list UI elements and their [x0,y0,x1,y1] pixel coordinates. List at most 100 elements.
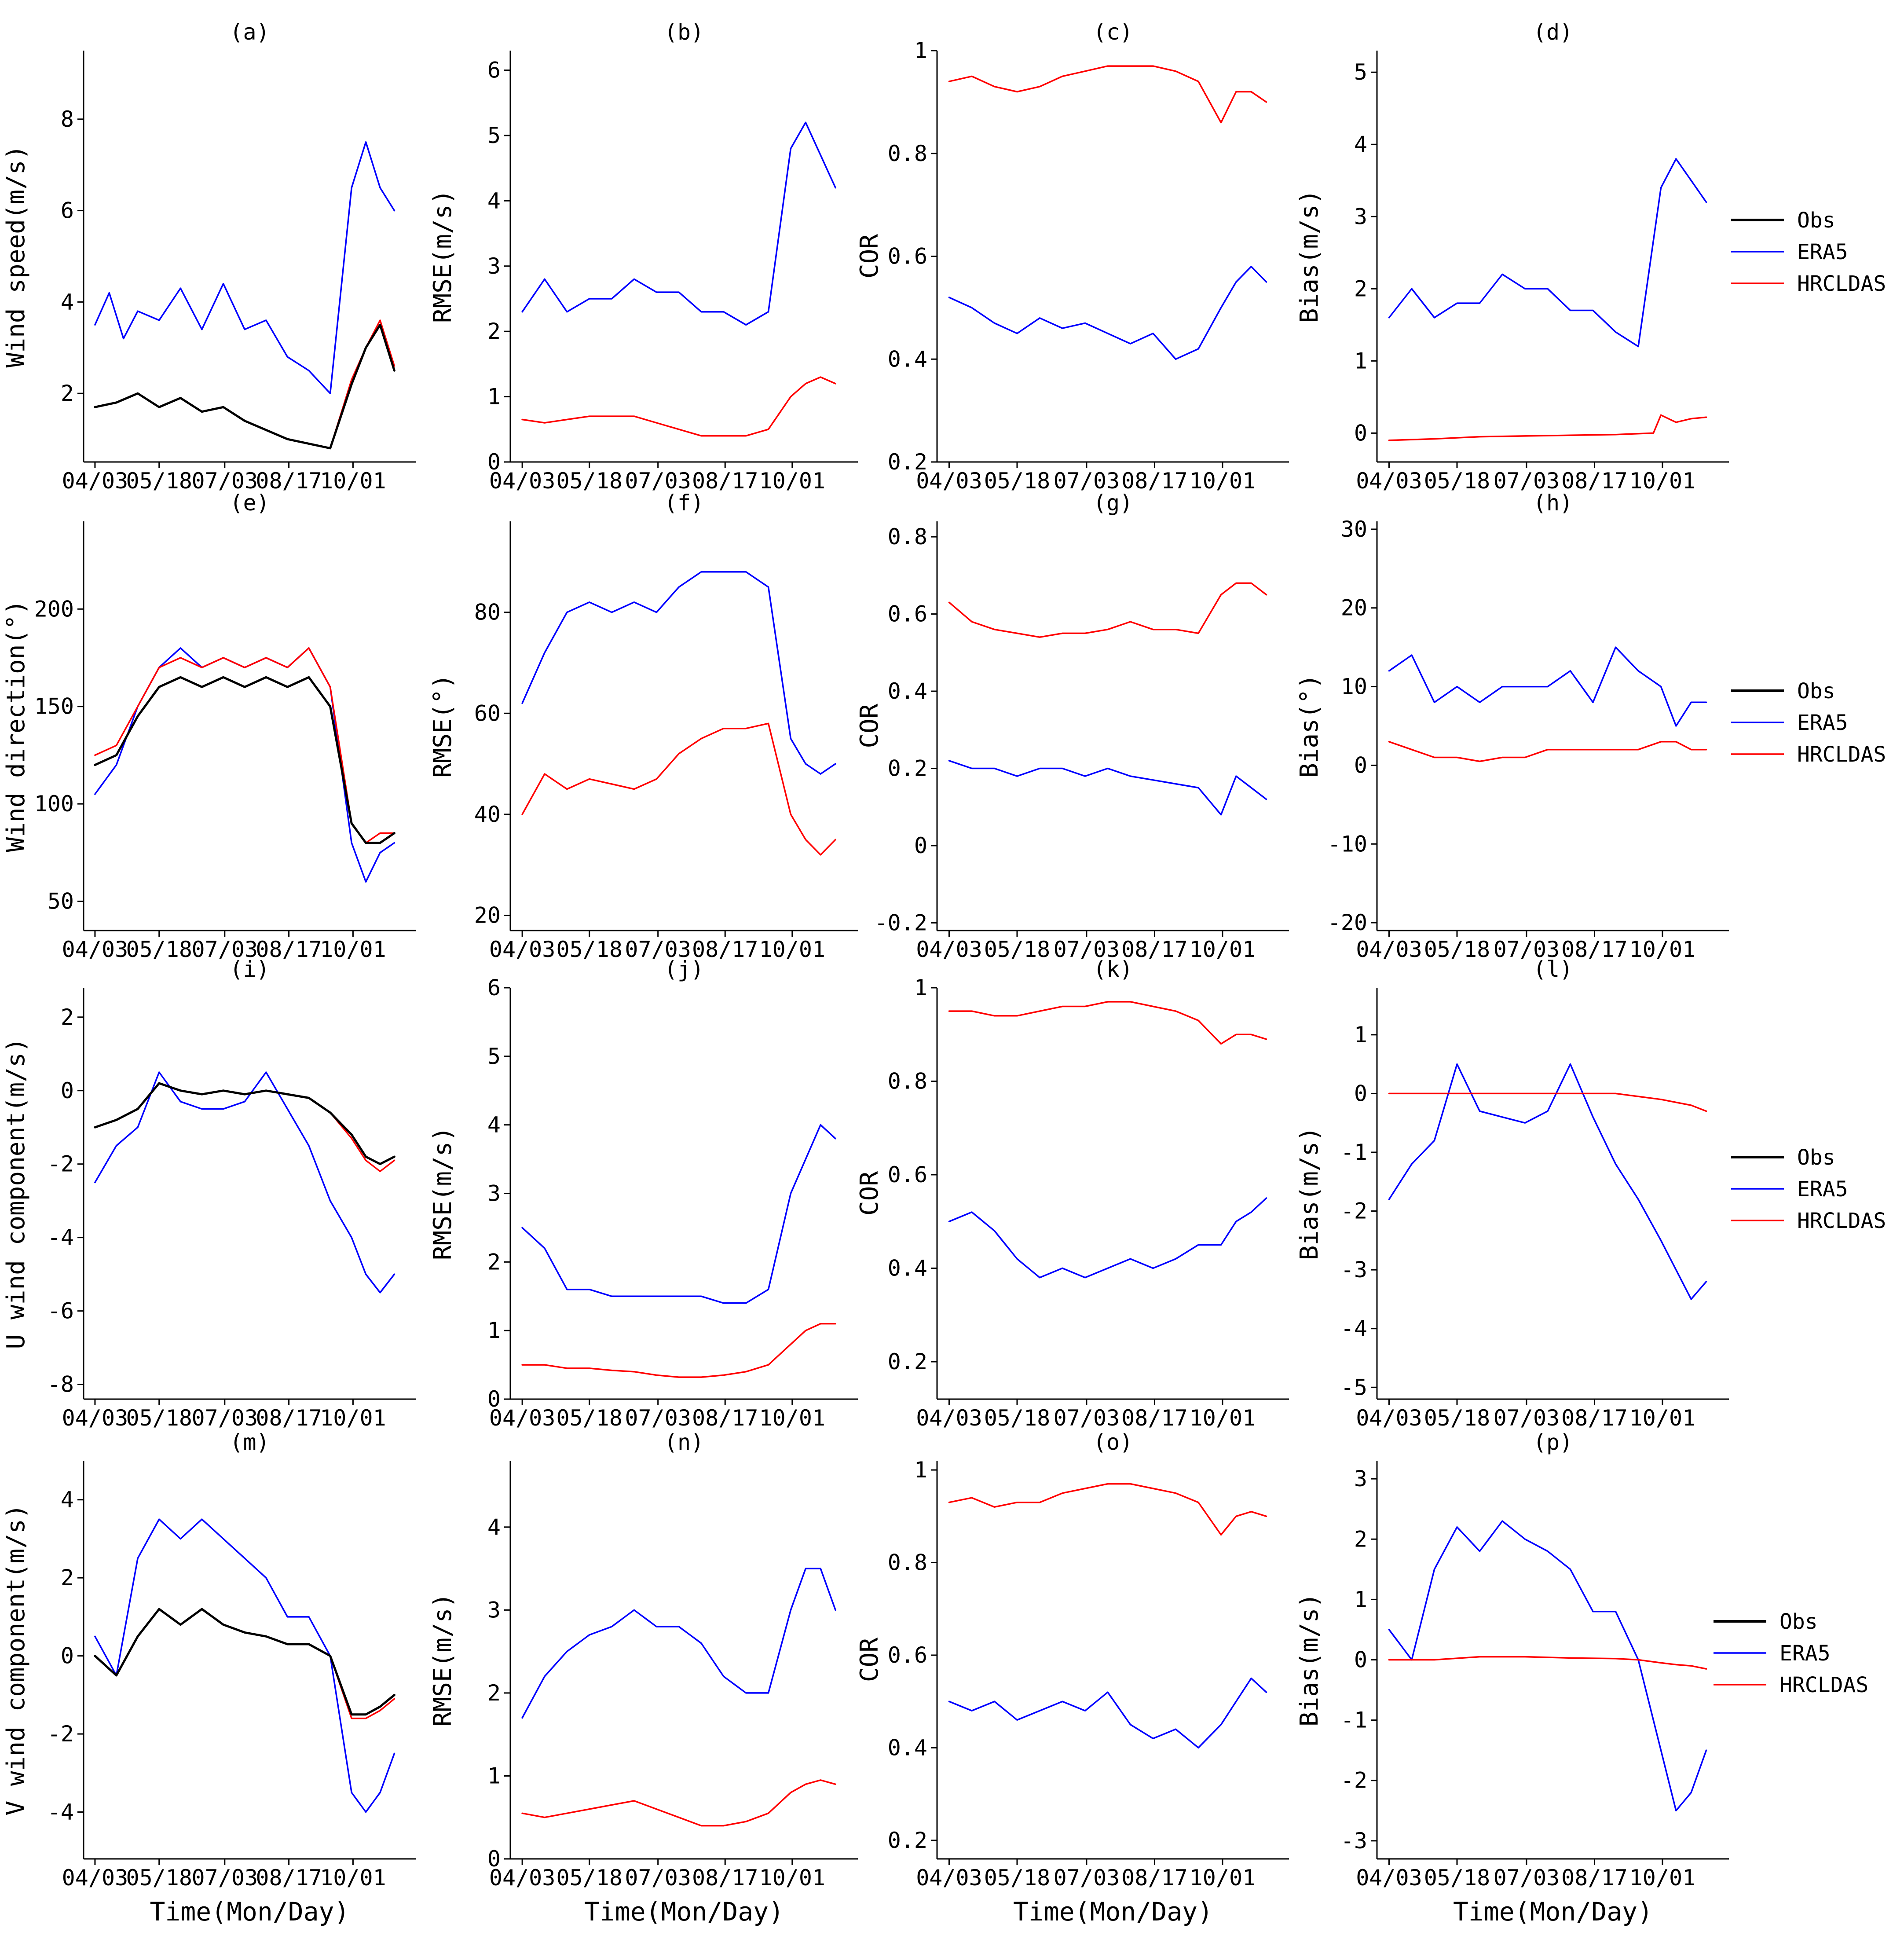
series-era5-line [521,1568,836,1719]
y-tick-label: 1 [487,384,501,410]
y-axis-label: COR [855,704,884,748]
x-tick-label: 08/17 [1561,468,1628,494]
x-tick-label: 07/03 [1494,937,1560,962]
y-tick-label: -6 [48,1298,74,1324]
y-tick-label: 2 [1354,1526,1367,1552]
y-tick-label: 4 [61,1487,74,1513]
y-tick-label: -4 [48,1225,74,1250]
x-tick-label: 10/01 [320,937,386,962]
x-tick-label: 05/18 [984,468,1051,494]
x-tick-label: 07/03 [1494,1865,1560,1891]
y-tick-label: 1 [487,1763,501,1788]
series-hrcldas-line [948,65,1267,124]
y-tick-label: 60 [474,700,501,726]
x-tick-label: 04/03 [489,1865,556,1891]
panel-title: (p) [1533,1429,1573,1455]
y-tick-label: 0 [487,449,501,475]
x-tick-label: 05/18 [1424,1865,1490,1891]
y-tick-label: -3 [1341,1828,1367,1854]
y-tick-label: 3 [1354,204,1367,229]
series-era5-line [948,266,1267,360]
legend-row-3: Obs ERA5 HRCLDAS [1731,1145,1886,1233]
x-tick-label: 07/03 [192,1865,258,1891]
x-tick-label: 07/03 [1054,468,1120,494]
legend-label-hrcldas: HRCLDAS [1797,742,1886,767]
legend-row-4: Obs ERA5 HRCLDAS [1714,1609,1868,1697]
y-axis-label: COR [855,1638,884,1682]
x-tick-label: 05/18 [126,1865,192,1891]
x-tick-label: 04/03 [1356,468,1422,494]
series-hrcldas-line [521,1779,836,1827]
y-tick-label: 10 [1341,674,1367,700]
y-tick-label: 0.4 [888,346,927,372]
x-tick-label: 05/18 [984,937,1051,962]
y-tick-label: 150 [34,694,74,719]
x-tick-label: 10/01 [759,468,826,494]
y-axis-label: V wind component(m/s) [2,1504,30,1815]
x-tick-label: 05/18 [126,937,192,962]
x-tick-label: 08/17 [1561,1405,1628,1431]
y-tick-label: 0 [487,1846,501,1872]
panel-title: (i) [230,957,269,982]
series-hrcldas-line [94,1082,395,1173]
x-tick-label: 08/17 [692,937,758,962]
panel-title: (e) [230,490,269,516]
x-tick-label: 04/03 [62,468,128,494]
y-axis-label: RMSE(m/s) [428,1127,457,1260]
y-tick-label: 1 [914,1457,927,1483]
panel-l: (l) -5 -4 -3 -2 -1 0 1 04/03 05/18 07/03 08/17 10/01… [1295,957,1729,1431]
x-tick-label: 10/01 [1190,1405,1256,1431]
y-tick-label: 0.2 [888,1349,927,1374]
y-tick-label: 6 [61,198,74,224]
panel-d: (d) 0 1 2 3 4 5 04/03 05/18 07/03 08/17 10/01 Bias(m… [1295,19,1729,494]
x-tick-label: 04/03 [916,468,982,494]
y-tick-label: 4 [61,289,74,315]
x-tick-label: 07/03 [1054,1865,1120,1891]
y-tick-label: 0.8 [888,1550,927,1576]
x-tick-label: 10/01 [320,1865,386,1891]
series-era5-line [521,571,836,775]
y-tick-label: 0.6 [888,601,927,627]
y-tick-label: -0.2 [875,910,927,935]
x-tick-label: 05/18 [1424,937,1490,962]
x-tick-label: 10/01 [320,468,386,494]
series-hrcldas-line [94,319,395,449]
legend-label-hrcldas: HRCLDAS [1797,271,1886,296]
y-tick-label: 0.4 [888,678,927,704]
panel-b: (b) 0 1 2 3 4 5 6 04/03 05/18 07/03 08/17 10/01 RMSE(… [428,19,858,494]
x-tick-label: 07/03 [625,1405,691,1431]
y-tick-label: 1 [1354,1022,1367,1048]
y-tick-label: -5 [1341,1374,1367,1400]
y-tick-label: 8 [61,106,74,132]
series-era5-line [94,1071,395,1294]
panel-f: (f) 20 40 60 80 04/03 05/18 07/03 08/17 10/01 RMSE… [428,490,858,962]
y-tick-label: -1 [1341,1140,1367,1165]
y-tick-label: 0.8 [888,1069,927,1094]
panel-title: (g) [1093,490,1133,516]
y-axis-label: U wind component(m/s) [2,1037,30,1349]
x-tick-label: 04/03 [1356,1405,1422,1431]
series-hrcldas-line [1388,414,1707,441]
y-tick-label: 6 [487,975,501,1000]
x-tick-label: 10/01 [759,1405,826,1431]
x-tick-label: 05/18 [1424,1405,1490,1431]
x-tick-label: 08/17 [256,1865,322,1891]
series-era5-line [1388,646,1707,727]
y-tick-label: 1 [1354,348,1367,374]
y-tick-label: 0.6 [888,244,927,269]
x-tick-label: 07/03 [625,468,691,494]
x-tick-label: 08/17 [256,937,322,962]
x-tick-label: 08/17 [1121,468,1188,494]
x-tick-label: 04/03 [62,937,128,962]
series-era5-line [521,1124,836,1304]
y-tick-label: 0 [1354,752,1367,778]
y-tick-label: 1 [914,975,927,1000]
x-tick-label: 04/03 [489,1405,556,1431]
x-tick-label: 08/17 [256,1405,322,1431]
legend-label-era5: ERA5 [1780,1641,1831,1666]
y-tick-label: -20 [1328,910,1367,935]
series-era5-line [94,647,395,883]
panel-title: (a) [230,19,269,45]
